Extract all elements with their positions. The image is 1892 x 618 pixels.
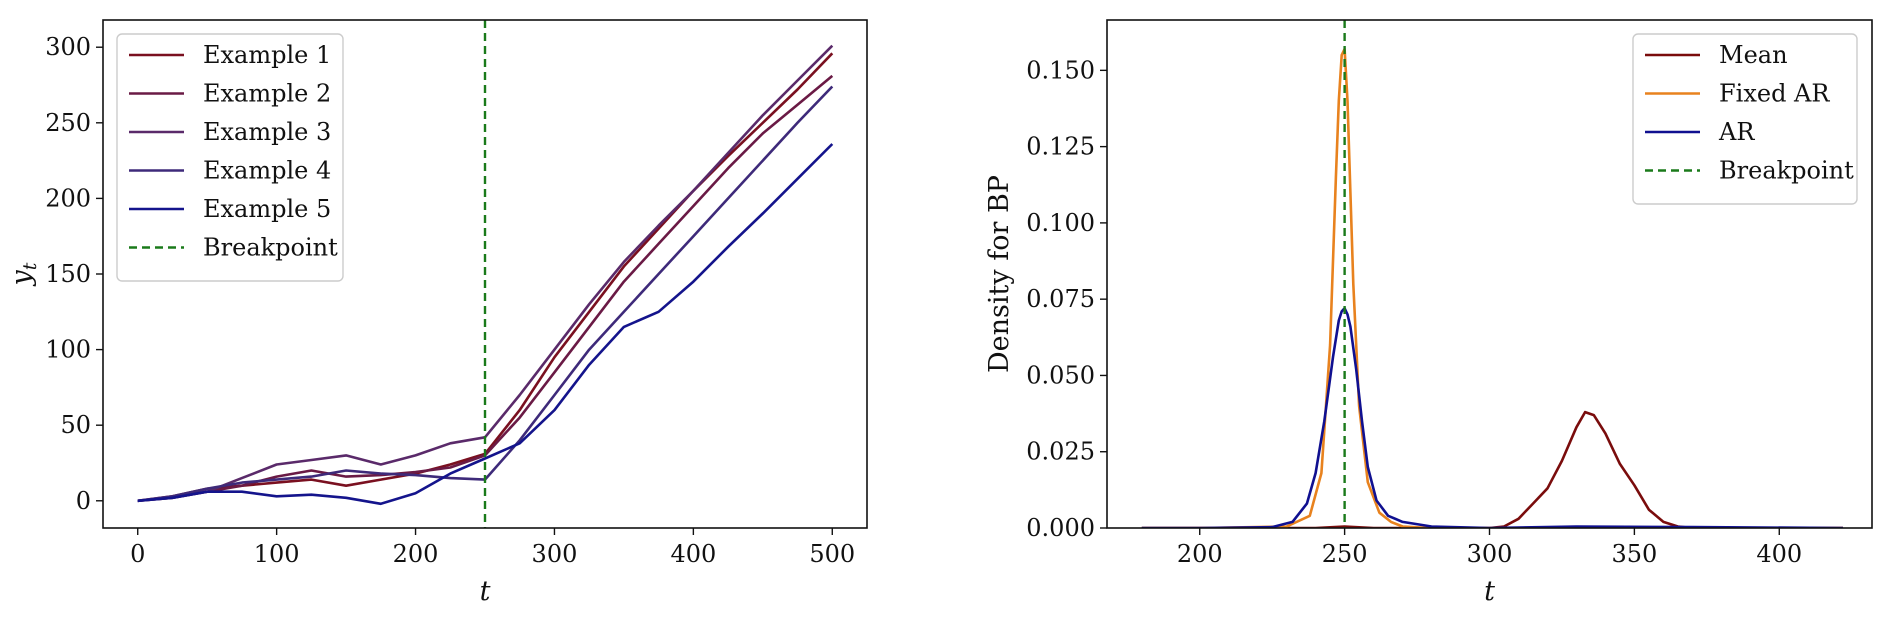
y-tick-label: 250: [45, 109, 91, 137]
legend-label: Example 3: [203, 118, 331, 146]
legend-label: Example 5: [203, 195, 331, 223]
legend-label: Example 1: [203, 41, 331, 69]
plot-frame: [1106, 19, 1873, 529]
x-tick-label: 250: [1322, 540, 1368, 568]
legend: Example 1 Example 2 Example 3 Example 4 Exam…: [116, 33, 344, 282]
legend-label: Breakpoint: [1719, 157, 1854, 185]
y-tick-label: 50: [60, 411, 91, 439]
y-tick-label: 0: [76, 487, 91, 515]
x-tick-label: 100: [254, 540, 300, 568]
y-tick-label: 100: [45, 336, 91, 364]
x-tick-label: 400: [1756, 540, 1802, 568]
y-tick-label: 300: [45, 33, 91, 61]
y-tick-label: 0.125: [1026, 133, 1095, 161]
y-axis-label: yt: [6, 262, 41, 286]
legend-label: Example 2: [203, 80, 331, 108]
plot-frame: [102, 19, 868, 529]
legend-label: Breakpoint: [203, 234, 338, 262]
chart-panel-2: 200 250 300 350 400 0.000 0.025 0.050 0.075 0.100…: [984, 19, 1873, 607]
y-tick-label: 200: [45, 184, 91, 212]
x-tick-label: 400: [670, 540, 716, 568]
legend-label: Example 4: [203, 157, 331, 185]
series-line-fixed-ar: [1141, 47, 1843, 528]
y-tick-label: 0.025: [1026, 438, 1095, 466]
x-axis-label: t: [480, 576, 491, 607]
x-tick-label: 300: [1467, 540, 1513, 568]
y-tick-label: 0.100: [1026, 209, 1095, 237]
series-line-mean: [1141, 410, 1843, 528]
y-tick-label: 0.150: [1026, 56, 1095, 84]
x-tick-label: 500: [809, 540, 855, 568]
legend-label: Mean: [1719, 41, 1788, 69]
series-line-example-5: [137, 143, 834, 506]
chart-panel-1: 0 100 200 300 400 500 0 50 100 150 200 250 300 t yt Exa…: [6, 19, 868, 607]
y-tick-label: 0.075: [1026, 285, 1095, 313]
x-axis-label: t: [1484, 576, 1495, 607]
x-tick-label: 200: [393, 540, 439, 568]
legend-label: Fixed AR: [1719, 80, 1830, 108]
x-tick-label: 300: [532, 540, 578, 568]
legend-label: AR: [1718, 118, 1755, 146]
x-tick-label: 200: [1177, 540, 1223, 568]
y-tick-label: 150: [45, 260, 91, 288]
x-tick-label: 0: [130, 540, 145, 568]
legend-box: [1632, 33, 1858, 205]
y-tick-label: 0.000: [1026, 514, 1095, 542]
y-axis-label: Density for BP: [984, 175, 1015, 373]
y-tick-label: 0.050: [1026, 361, 1095, 389]
x-tick-label: 350: [1611, 540, 1657, 568]
series-line-ar: [1141, 306, 1844, 528]
legend: Mean Fixed AR AR Breakpoint: [1632, 33, 1858, 205]
legend-box: [116, 33, 344, 282]
